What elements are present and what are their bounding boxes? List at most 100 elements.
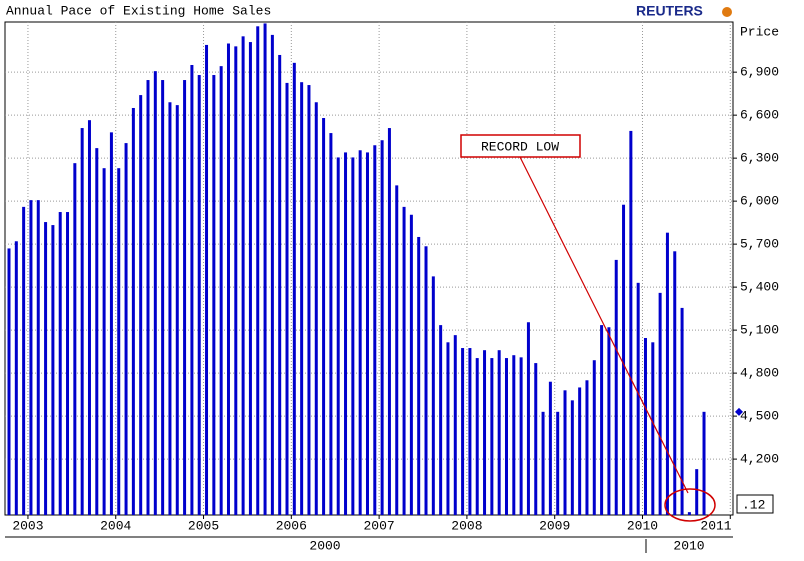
bar [131,107,135,515]
x-tick-label: 2003 [12,518,43,533]
bar [665,232,669,515]
bar [183,80,187,516]
bar [278,54,282,515]
bar [14,241,18,515]
x-tick-label: 2009 [539,518,570,533]
annotation: RECORD LOW [481,139,559,154]
plot-frame [4,21,734,516]
bar [417,236,421,515]
y-axis-label: Price [740,24,779,39]
bar [292,62,296,515]
bar [592,360,596,515]
bar [124,143,128,516]
bar [534,363,538,515]
bar [358,150,362,515]
bar [622,204,626,516]
bar [468,348,472,515]
bar [73,163,77,515]
bar [548,381,552,515]
annotation-circle [664,488,716,522]
bar [263,23,267,516]
bar [607,327,611,515]
bar [483,350,487,515]
bar [680,307,684,515]
bar [629,130,633,515]
bar [344,152,348,515]
bar [446,342,450,515]
bar [146,80,150,516]
y-tick-label: 6,000 [740,194,779,209]
bar [526,322,530,515]
bar [336,157,340,515]
x-tick-label: 2007 [364,518,395,533]
bar [424,246,428,516]
bar [687,512,691,515]
bar [614,259,618,515]
bar [387,128,391,516]
y-tick-label: 4,200 [740,452,779,467]
x-tick-label: 2004 [100,518,131,533]
bar [570,400,574,515]
x-tick-label: 2008 [451,518,482,533]
bar [512,355,516,515]
bar [226,43,230,515]
bar [322,118,326,515]
bar [490,358,494,515]
y-tick-label: 6,600 [740,108,779,123]
bar [153,71,157,516]
bar [36,200,40,515]
y-tick-label: 5,400 [740,280,779,295]
bar [475,358,479,515]
bar [695,469,699,515]
bar [190,64,194,515]
bar [600,325,604,515]
bar [431,276,435,515]
bar [7,248,11,516]
y-tick-label: 5,100 [740,323,779,338]
corner-box [736,494,774,514]
bar [205,44,209,515]
bar [168,102,172,516]
bar [504,358,508,515]
bar [519,357,523,515]
bar [497,350,501,515]
bar [563,390,567,515]
bar [212,75,216,516]
bar [556,411,560,515]
bar [380,140,384,515]
bar [161,80,165,516]
y-tick-label: 6,300 [740,151,779,166]
bar [139,95,143,515]
y-tick-label: 5,700 [740,237,779,252]
brand: REUTERS [636,3,703,19]
bar [117,168,121,515]
bar [66,212,70,515]
brand-logo [722,7,732,17]
bar [175,105,179,515]
bar [51,225,55,515]
bar [234,46,238,515]
bar [643,338,647,515]
bar [248,42,252,515]
bar [585,380,589,515]
x-tick-label: 2011 [700,518,731,533]
bar [109,132,113,515]
bar [58,212,62,515]
y-tick-label: 6,900 [740,65,779,80]
bar [307,85,311,515]
annotation-arrow [519,156,689,494]
bar [365,152,369,515]
bottom-label: 2000 [309,538,340,553]
bar [409,214,413,515]
bar [80,128,84,516]
chart-title: Annual Pace of Existing Home Sales [6,3,271,18]
bar [197,75,201,516]
bar [578,387,582,515]
bar [541,411,545,515]
last-value-marker [735,407,743,416]
bar [329,133,333,516]
y-tick-label: 4,800 [740,366,779,381]
bar [241,36,245,516]
bar [658,292,662,515]
